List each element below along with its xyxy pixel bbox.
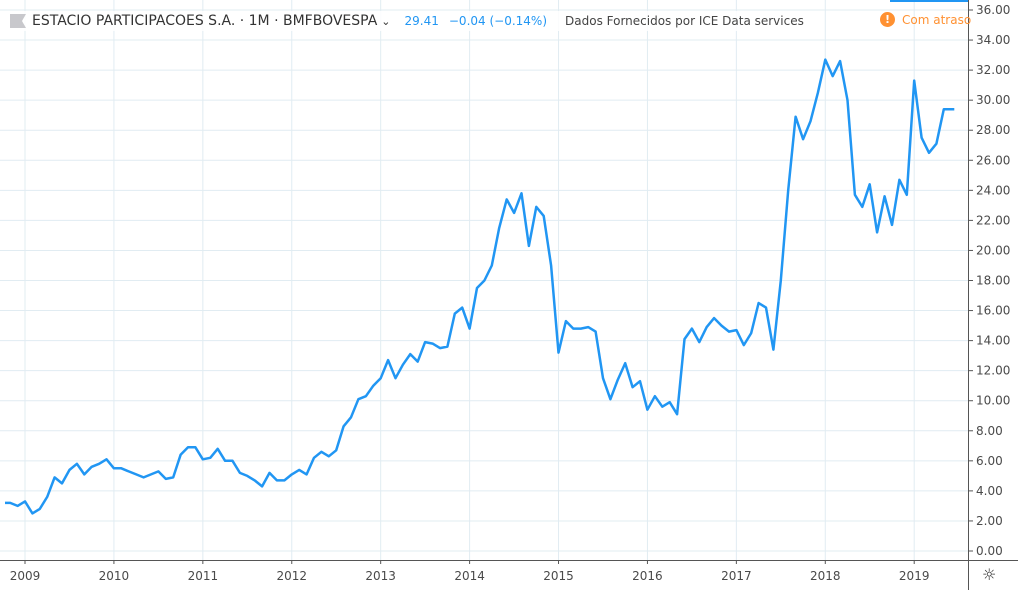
price-line xyxy=(5,58,955,515)
y-tick-label: 12.00 xyxy=(976,364,1010,378)
y-tick-label: 0.00 xyxy=(976,544,1003,558)
warning-icon: ! xyxy=(880,12,895,27)
y-tick-label: 36.00 xyxy=(976,3,1010,17)
x-tick-label: 2010 xyxy=(99,569,130,583)
price-change: −0.04 (−0.14%) xyxy=(448,14,548,28)
x-tick-label: 2019 xyxy=(899,569,930,583)
x-tick-label: 2017 xyxy=(721,569,752,583)
y-tick-label: 14.00 xyxy=(976,334,1010,348)
y-tick-label: 28.00 xyxy=(976,123,1010,137)
x-tick-label: 2018 xyxy=(810,569,841,583)
last-price: 29.41 xyxy=(404,14,439,28)
x-tick-label: 2009 xyxy=(10,569,41,583)
chevron-down-icon[interactable]: ⌄ xyxy=(381,14,391,28)
symbol-title[interactable]: ESTACIO PARTICIPACOES S.A. · 1M · BMFBOV… xyxy=(32,13,378,29)
y-tick-label: 16.00 xyxy=(976,304,1010,318)
y-tick-label: 24.00 xyxy=(976,183,1010,197)
y-tick-label: 20.00 xyxy=(976,243,1010,257)
gear-icon[interactable]: ☼ xyxy=(982,565,997,584)
y-tick-label: 4.00 xyxy=(976,484,1003,498)
y-tick-label: 8.00 xyxy=(976,424,1003,438)
x-tick-label: 2013 xyxy=(365,569,396,583)
chart-legend: ESTACIO PARTICIPACOES S.A. · 1M · BMFBOV… xyxy=(10,11,804,31)
x-tick-label: 2015 xyxy=(543,569,574,583)
y-tick-label: 18.00 xyxy=(976,274,1010,288)
y-tick-label: 2.00 xyxy=(976,514,1003,528)
y-tick-label: 10.00 xyxy=(976,394,1010,408)
delayed-label: Com atraso xyxy=(902,12,972,27)
y-tick-label: 34.00 xyxy=(976,33,1010,47)
x-tick-label: 2014 xyxy=(454,569,485,583)
pane-highlight xyxy=(890,0,968,2)
symbol-flag-icon[interactable] xyxy=(10,14,26,28)
y-tick-label: 26.00 xyxy=(976,153,1010,167)
y-tick-label: 30.00 xyxy=(976,93,1010,107)
x-tick-label: 2016 xyxy=(632,569,663,583)
y-tick-label: 22.00 xyxy=(976,213,1010,227)
y-tick-label: 32.00 xyxy=(976,63,1010,77)
x-tick-label: 2011 xyxy=(188,569,219,583)
y-tick-label: 6.00 xyxy=(976,454,1003,468)
data-provider: Dados Fornecidos por ICE Data services xyxy=(565,14,804,28)
x-tick-label: 2012 xyxy=(276,569,307,583)
delayed-badge[interactable]: ! Com atraso xyxy=(880,12,971,27)
